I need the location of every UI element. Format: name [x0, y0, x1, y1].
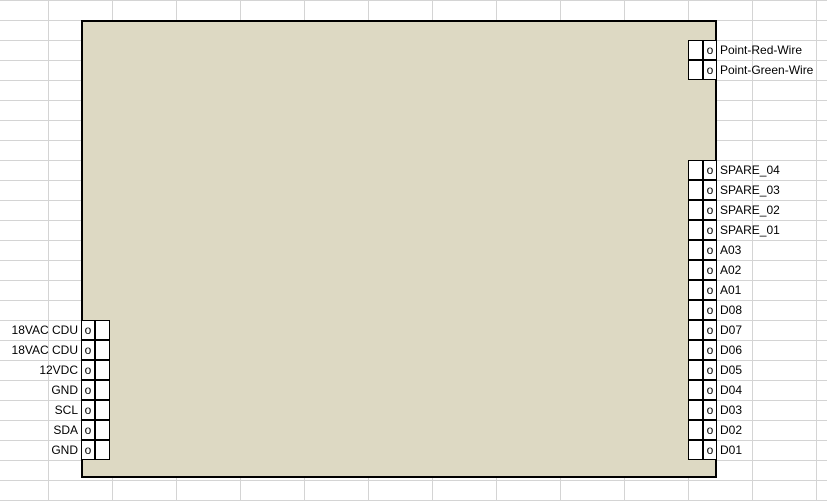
pin-row-right-top: o Point-Red-Wire: [688, 40, 802, 60]
pin-blank-cell: [688, 60, 703, 80]
pin-marker: o: [81, 320, 95, 340]
pin-label: GND: [51, 443, 78, 457]
pin-row-right-top: o Point-Green-Wire: [688, 60, 813, 80]
board-outline: [81, 20, 717, 478]
pin-blank-cell: [95, 340, 110, 360]
pin-marker: o: [703, 340, 717, 360]
pin-label: A03: [720, 243, 742, 257]
pin-label: 18VAC CDU: [11, 343, 78, 357]
pin-blank-cell: [688, 380, 703, 400]
pin-marker: o: [81, 340, 95, 360]
pin-marker: o: [703, 240, 717, 260]
pin-row-right: o SPARE_02: [688, 200, 780, 220]
pin-row-right: o A03: [688, 240, 741, 260]
pin-row-right: o D08: [688, 300, 742, 320]
pin-marker: o: [81, 400, 95, 420]
pin-row-left: 18VAC CDU o: [0, 340, 110, 360]
pin-marker: o: [703, 260, 717, 280]
pin-marker: o: [703, 360, 717, 380]
pin-blank-cell: [688, 160, 703, 180]
pin-blank-cell: [688, 260, 703, 280]
pin-marker: o: [703, 200, 717, 220]
pin-row-left: GND o: [0, 380, 110, 400]
pin-row-right: o D01: [688, 440, 742, 460]
pin-blank-cell: [95, 320, 110, 340]
pin-blank-cell: [688, 40, 703, 60]
pin-row-left: SDA o: [0, 420, 110, 440]
pin-blank-cell: [688, 440, 703, 460]
pin-blank-cell: [688, 280, 703, 300]
pin-label: D01: [720, 443, 743, 457]
pin-row-left: SCL o: [0, 400, 110, 420]
pin-label: D07: [720, 323, 743, 337]
pin-label: 18VAC CDU: [11, 323, 78, 337]
pin-marker: o: [703, 420, 717, 440]
pin-blank-cell: [95, 380, 110, 400]
pin-blank-cell: [95, 400, 110, 420]
pin-row-right: o A01: [688, 280, 741, 300]
pin-label: SPARE_04: [720, 163, 780, 177]
pin-row-right: o SPARE_04: [688, 160, 780, 180]
pin-label: D03: [720, 403, 743, 417]
pin-row-right: o D04: [688, 380, 742, 400]
pin-label: A01: [720, 283, 742, 297]
pin-label: SCL: [54, 403, 78, 417]
pin-blank-cell: [95, 420, 110, 440]
pin-blank-cell: [688, 220, 703, 240]
pin-marker: o: [703, 400, 717, 420]
pin-marker: o: [703, 300, 717, 320]
pin-marker: o: [81, 380, 95, 400]
pin-blank-cell: [688, 420, 703, 440]
pin-label: D04: [720, 383, 743, 397]
pin-blank-cell: [688, 340, 703, 360]
pin-marker: o: [703, 60, 717, 80]
pin-blank-cell: [688, 360, 703, 380]
pin-marker: o: [81, 360, 95, 380]
pin-row-right: o SPARE_01: [688, 220, 780, 240]
pin-row-right: o A02: [688, 260, 741, 280]
pin-row-right: o SPARE_03: [688, 180, 780, 200]
pin-row-right: o D02: [688, 420, 742, 440]
pin-blank-cell: [688, 200, 703, 220]
pin-marker: o: [81, 420, 95, 440]
pin-blank-cell: [688, 180, 703, 200]
pin-blank-cell: [688, 240, 703, 260]
pin-row-left: 12VDC o: [0, 360, 110, 380]
pin-row-left: 18VAC CDU o: [0, 320, 110, 340]
pin-label: SPARE_03: [720, 183, 780, 197]
pin-blank-cell: [688, 300, 703, 320]
pin-label: SPARE_02: [720, 203, 780, 217]
pin-blank-cell: [95, 360, 110, 380]
pin-blank-cell: [688, 400, 703, 420]
pin-row-right: o D07: [688, 320, 742, 340]
pin-row-left: GND o: [0, 440, 110, 460]
pin-marker: o: [703, 40, 717, 60]
pin-marker: o: [81, 440, 95, 460]
pin-row-right: o D06: [688, 340, 742, 360]
pin-label: Point-Red-Wire: [720, 43, 803, 57]
pin-row-right: o D03: [688, 400, 742, 420]
pin-label: D08: [720, 303, 743, 317]
pin-marker: o: [703, 280, 717, 300]
pin-label: SPARE_01: [720, 223, 780, 237]
pin-label: A02: [720, 263, 742, 277]
pin-label: D05: [720, 363, 743, 377]
pin-label: D02: [720, 423, 743, 437]
pin-marker: o: [703, 380, 717, 400]
pin-label: 12VDC: [39, 363, 78, 377]
pin-blank-cell: [688, 320, 703, 340]
pin-marker: o: [703, 160, 717, 180]
pin-marker: o: [703, 440, 717, 460]
pin-label: GND: [51, 383, 78, 397]
pin-label: SDA: [53, 423, 78, 437]
pin-label: D06: [720, 343, 743, 357]
pin-marker: o: [703, 180, 717, 200]
pin-marker: o: [703, 320, 717, 340]
pin-marker: o: [703, 220, 717, 240]
pin-blank-cell: [95, 440, 110, 460]
pin-row-right: o D05: [688, 360, 742, 380]
pin-label: Point-Green-Wire: [720, 63, 814, 77]
